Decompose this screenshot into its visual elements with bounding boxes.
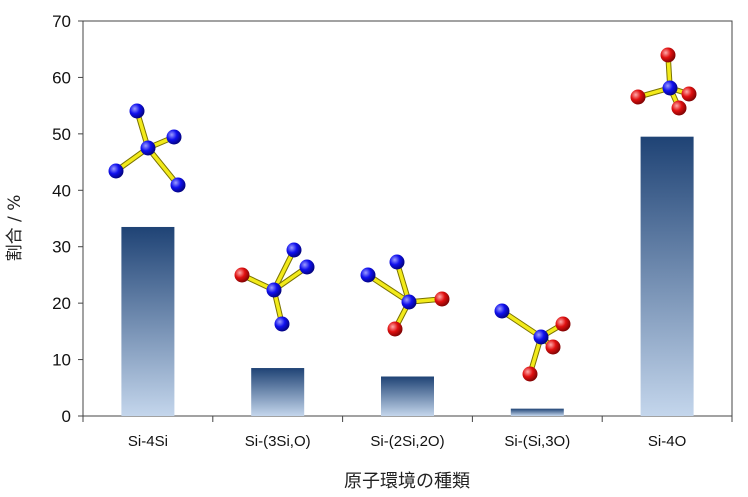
x-category-label: Si-4Si [128,433,168,450]
si-atom [108,163,124,179]
y-tick-label: 20 [52,294,71,313]
o-atom [555,316,571,332]
bond [500,309,543,339]
o-atom [545,339,561,355]
si-atom [494,303,510,319]
bond [366,273,411,304]
o-atom [522,366,538,382]
o-atom [434,291,450,307]
y-tick-label: 50 [52,125,71,144]
structure-inset-3 [360,254,450,337]
si-atom [170,177,186,193]
si-atom [662,80,678,96]
si-atom [360,267,376,283]
y-axis-title: 割合 / % [5,195,25,262]
y-tick-label: 10 [52,351,71,370]
si-atom [401,294,417,310]
o-atom [660,47,676,63]
plot-area: 0 10 20 30 40 50 60 70 Si-4Si Si-(3Si,O) Si-(2Si,2… [52,12,733,450]
si-atom [299,259,315,275]
y-tick-label: 40 [52,181,71,200]
bar-1 [121,226,175,416]
si-atom [533,329,549,345]
structure-inset-2 [234,242,315,332]
bar-4 [510,408,564,416]
si-atom [274,316,290,332]
plot-frame [82,20,733,417]
x-category-label: Si-(3Si,O) [245,433,311,450]
bar-5 [640,136,694,416]
bar-2 [251,368,305,416]
bond [146,146,180,187]
o-atom [630,89,646,105]
o-atom [681,86,697,102]
o-atom [234,267,250,283]
structure-inset-5 [630,47,697,116]
y-tick-label: 30 [52,238,71,257]
bar-3 [381,376,434,416]
si-atom [129,103,145,119]
o-atom [387,321,403,337]
si-atom [166,129,182,145]
o-atom [671,100,687,116]
x-category-label: Si-(Si,3O) [504,433,570,450]
si-atom [140,140,156,156]
structure-inset-1 [108,103,186,193]
x-axis-title: 原子環境の種類 [344,471,470,492]
si-atom [266,282,282,298]
x-category-label: Si-(2Si,2O) [370,433,444,450]
structure-inset-4 [494,303,571,382]
y-tick-label: 70 [52,12,71,31]
si-atom [286,242,302,258]
x-category-label: Si-4O [648,433,686,450]
si-atom [389,254,405,270]
y-tick-label: 60 [52,68,71,87]
y-tick-label: 0 [62,407,71,426]
